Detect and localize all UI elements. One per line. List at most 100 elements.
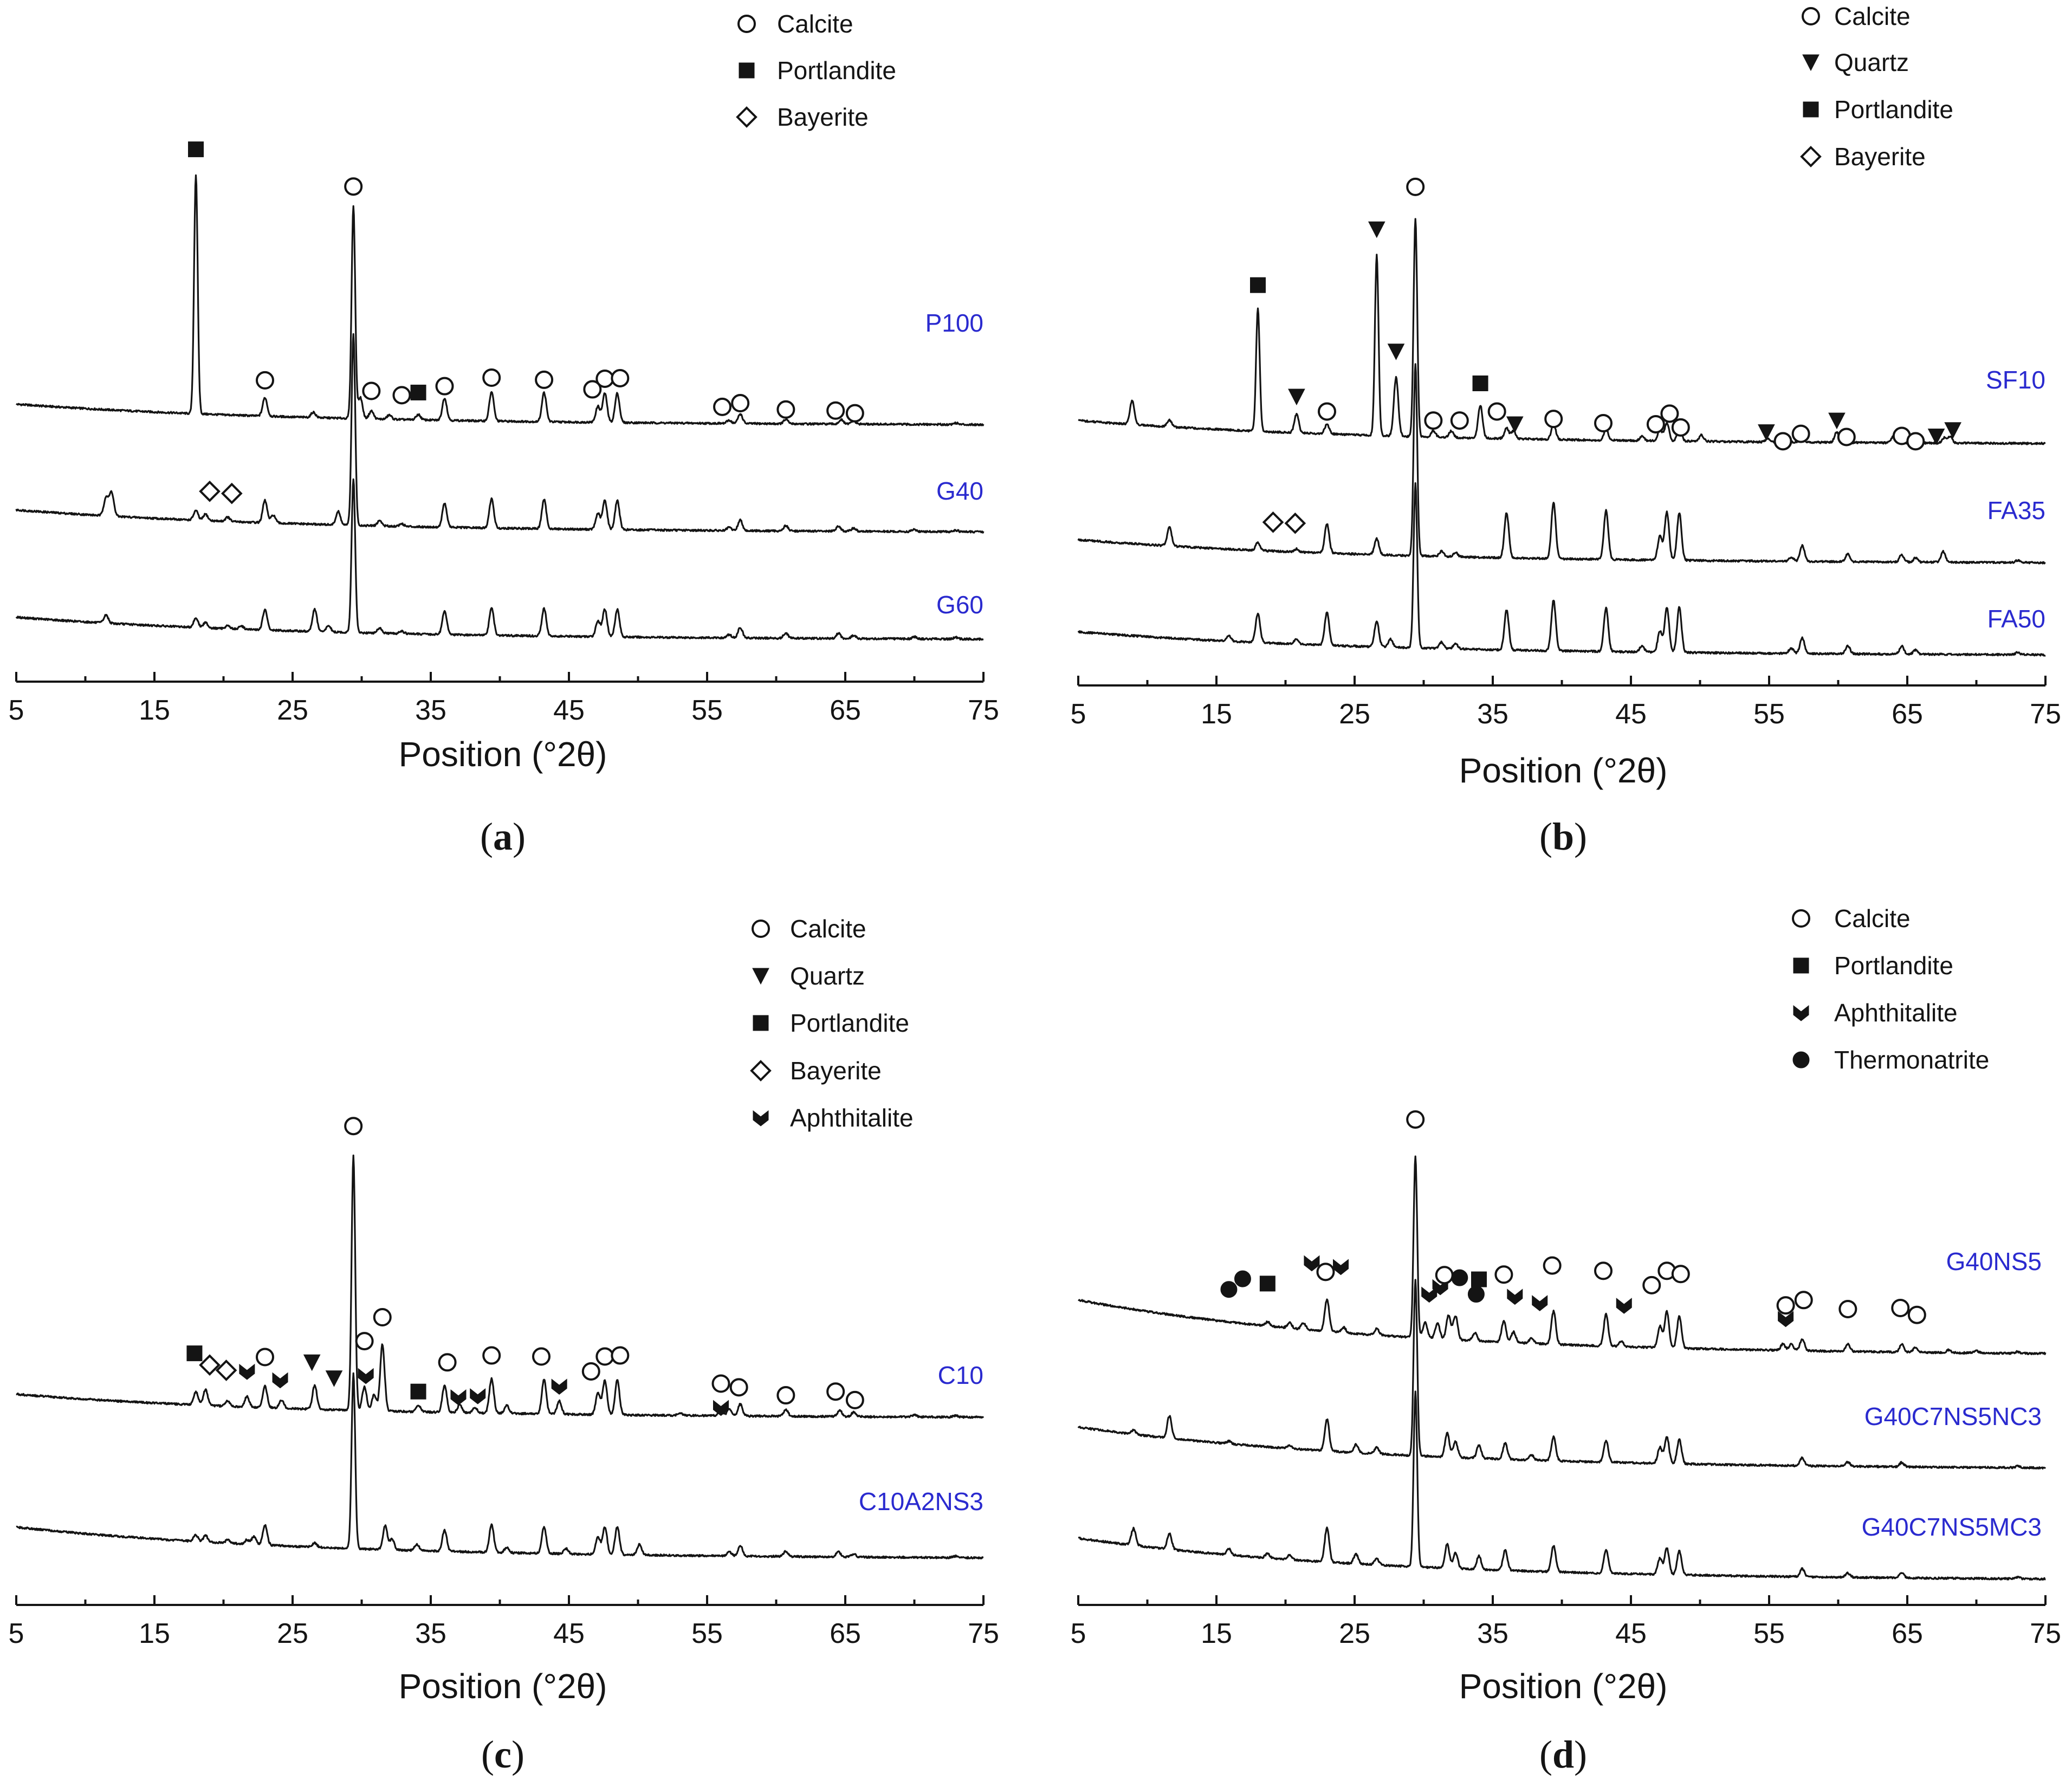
- panel-a: 5 15 25 35 45 55 65 75 P100 G40 G60 Calcite Por…: [9, 10, 999, 858]
- x-tick-label: 45: [553, 1618, 585, 1649]
- legend-symbol-triangle-down-filled: [752, 968, 769, 985]
- peak-marker-circle-open: [438, 1353, 457, 1372]
- peak-marker-circle-open: [1791, 424, 1810, 443]
- legend-symbol-circle-filled: [1792, 1051, 1810, 1069]
- legend-label-aphthitalite: Aphthitalite: [1834, 999, 1958, 1027]
- peak-marker-circle-open: [731, 394, 750, 413]
- x-tick-label: 35: [1477, 1618, 1508, 1649]
- legend-marker-bayerite: [1800, 146, 1822, 167]
- x-tick-label: 25: [1339, 1618, 1370, 1649]
- legend-marker-calcite: [752, 920, 770, 938]
- legend-marker-calcite: [1802, 7, 1820, 25]
- peak-marker-triangle-down-filled: [1828, 412, 1846, 430]
- panel-d: 5 15 25 35 45 55 65 75 G40NS5 G40C7NS5NC3 G40C7…: [1071, 904, 2061, 1776]
- panel-d-legend: Calcite Portlandite Aphthitalite Thermon…: [1792, 904, 1989, 1074]
- panel-c-sample-labels: C10 C10A2NS3: [859, 1361, 983, 1516]
- peak-marker-circle-open: [1671, 418, 1690, 437]
- x-tick-label: 45: [1615, 1618, 1647, 1649]
- xrd-trace-fa35: [1077, 363, 2046, 565]
- x-tick-label: 75: [968, 1618, 999, 1649]
- legend-marker-thermonatrite: [1792, 1051, 1810, 1069]
- peak-marker-circle-open: [1594, 1261, 1613, 1280]
- legend-symbol-square-filled: [1803, 101, 1819, 118]
- peak-marker-circle-open: [1776, 1296, 1795, 1315]
- x-tick-label: 15: [139, 695, 170, 726]
- legend-marker-portlandite: [739, 62, 755, 79]
- peak-marker-diamond-open: [221, 482, 243, 504]
- legend-symbol-diamond-open: [750, 1060, 772, 1082]
- legend-label-quartz: Quartz: [1834, 48, 1909, 76]
- peak-marker-circle-open: [1594, 414, 1613, 432]
- xrd-trace-g40c7ns5nc3: [1077, 1279, 2047, 1470]
- legend-marker-aphthitalite: [753, 1110, 769, 1126]
- peak-marker-circle-open: [256, 1348, 274, 1367]
- xrd-trace-g40c7ns5mc3: [1078, 1390, 2046, 1581]
- peak-marker-square-filled: [186, 1345, 203, 1362]
- peak-marker-diamond-open: [1284, 512, 1306, 534]
- peak-marker-circle-open: [845, 1390, 864, 1409]
- peak-marker-circle-open: [1450, 411, 1469, 430]
- x-tick-label: 25: [277, 1618, 308, 1649]
- panel-label-b: (b): [1539, 815, 1587, 858]
- legend-symbol-square-filled: [739, 62, 755, 79]
- xrd-trace-g60: [15, 478, 984, 641]
- sample-label-g40ns5: G40NS5: [1946, 1247, 2042, 1275]
- peak-marker-circle-open: [776, 400, 795, 419]
- legend-marker-portlandite: [753, 1015, 769, 1031]
- x-tick-label: 75: [2030, 698, 2061, 730]
- x-tick-label: 65: [1892, 1618, 1923, 1649]
- peak-marker-circle-filled: [1451, 1269, 1468, 1286]
- legend-marker-quartz: [1802, 54, 1820, 72]
- peak-marker-circle-open: [1544, 410, 1563, 429]
- peak-marker-triangle-down-filled: [1387, 344, 1405, 360]
- peak-marker-chevron-filled: [551, 1378, 567, 1395]
- peak-marker-chevron-filled: [450, 1389, 467, 1406]
- panel-b-sample-labels: SF10 FA35 FA50: [1986, 366, 2045, 633]
- peak-marker-circle-open: [392, 386, 411, 405]
- panel-label-c: (c): [481, 1733, 525, 1776]
- peak-marker-circle-filled: [1220, 1281, 1238, 1298]
- peak-marker-circle-filled: [1234, 1270, 1251, 1287]
- legend-marker-quartz: [752, 968, 769, 985]
- peak-marker-chevron-filled: [239, 1363, 255, 1380]
- peak-marker-circle-open: [1891, 1299, 1910, 1317]
- peak-marker-circle-open: [532, 1347, 551, 1366]
- panel-a-plot: 5 15 25 35 45 55 65 75: [9, 141, 999, 726]
- peak-marker-circle-open: [1406, 177, 1425, 196]
- peak-marker-circle-open: [373, 1308, 392, 1326]
- peak-marker-square-filled: [1259, 1275, 1275, 1292]
- peak-marker-diamond-open: [1262, 511, 1284, 533]
- peak-marker-chevron-filled: [272, 1372, 288, 1389]
- legend-label-bayerite: Bayerite: [1834, 143, 1926, 171]
- legend-symbol-circle-open: [1792, 909, 1810, 928]
- x-tick-label: 55: [691, 1618, 723, 1649]
- sample-label-sf10: SF10: [1986, 366, 2045, 394]
- peak-marker-circle-open: [344, 1117, 363, 1136]
- legend-marker-bayerite: [750, 1060, 772, 1082]
- peak-marker-diamond-open: [215, 1359, 237, 1381]
- legend-symbol-chevron-filled: [753, 1110, 769, 1126]
- xrd-trace-g40: [15, 333, 985, 534]
- legend-symbol-diamond-open: [1800, 146, 1822, 167]
- peak-marker-circle-open: [826, 1382, 845, 1401]
- legend-symbol-circle-open: [737, 15, 756, 33]
- peak-marker-circle-open: [826, 401, 845, 420]
- x-tick-label: 5: [1071, 1618, 1086, 1649]
- x-tick-label: 15: [139, 1618, 170, 1649]
- legend-marker-portlandite: [1793, 957, 1809, 974]
- peak-marker-circle-open: [1646, 415, 1665, 433]
- peak-marker-circle-open: [1487, 402, 1506, 421]
- x-tick-label: 45: [1615, 698, 1647, 730]
- peak-marker-circle-open: [482, 368, 501, 387]
- x-tick-label: 35: [415, 695, 446, 726]
- peak-marker-circle-open: [1435, 1266, 1454, 1285]
- peak-marker-circle-filled: [1467, 1286, 1485, 1303]
- x-tick-label: 15: [1201, 698, 1232, 730]
- peak-marker-circle-open: [595, 1347, 614, 1366]
- x-tick-label: 5: [9, 695, 24, 726]
- x-tick-label: 5: [9, 1618, 24, 1649]
- xrd-trace-c10a2ns3: [16, 1372, 984, 1559]
- peak-marker-triangle-down-filled: [1758, 424, 1775, 441]
- peak-marker-circle-open: [1316, 1262, 1335, 1281]
